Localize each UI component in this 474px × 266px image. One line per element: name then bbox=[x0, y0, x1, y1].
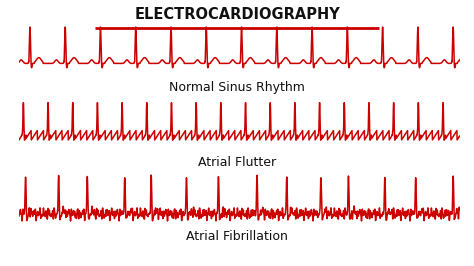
Text: Normal Sinus Rhythm: Normal Sinus Rhythm bbox=[169, 81, 305, 94]
Text: Atrial Flutter: Atrial Flutter bbox=[198, 156, 276, 169]
Text: Atrial Fibrillation: Atrial Fibrillation bbox=[186, 230, 288, 243]
Text: ELECTROCARDIOGRAPHY: ELECTROCARDIOGRAPHY bbox=[134, 7, 340, 22]
